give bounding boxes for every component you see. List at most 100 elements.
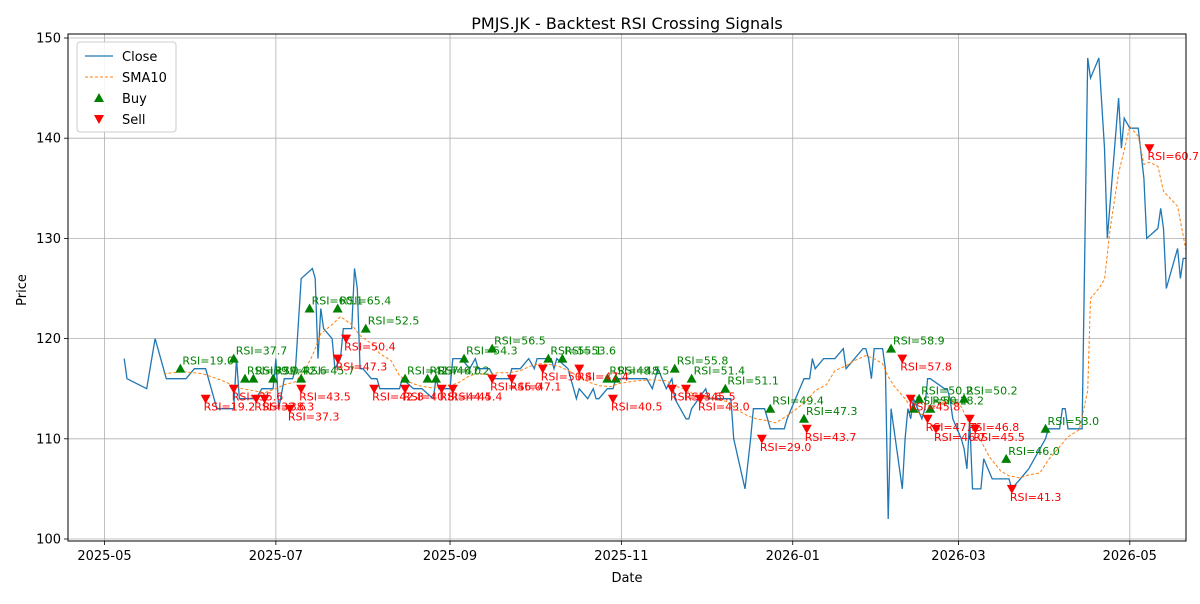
buy-signal-label: RSI=49.4 [772, 395, 824, 408]
buy-signal-label: RSI=58.9 [893, 335, 945, 348]
buy-signal-marker [248, 373, 259, 383]
buy-signal-marker [610, 373, 621, 383]
buy-signal-label: RSI=55.1 [550, 345, 602, 358]
sell-signal-marker [228, 384, 239, 394]
x-tick-label: 2026-03 [931, 549, 985, 564]
y-tick-label: 100 [36, 532, 61, 547]
buy-signal-marker [487, 343, 498, 353]
y-tick-label: 150 [36, 32, 61, 47]
sell-signal-label: RSI=43.5 [299, 391, 351, 404]
buy-signal-marker [175, 363, 186, 373]
x-tick-label: 2026-01 [766, 549, 820, 564]
legend-sell-label: Sell [122, 113, 145, 128]
sell-signal-label: RSI=41.3 [1010, 491, 1062, 504]
buy-signal-label: RSI=19.0 [182, 355, 234, 368]
buy-signal-label: RSI=54.3 [466, 345, 518, 358]
y-axis-label: Price [15, 274, 30, 306]
buy-signal-label: RSI=52.5 [368, 315, 420, 328]
buy-signal-label: RSI=55.8 [677, 355, 729, 368]
buy-signal-marker [914, 393, 925, 403]
buy-signal-label: RSI=47.2 [438, 365, 490, 378]
legend-buy-marker [94, 93, 104, 102]
buy-signal-marker [886, 343, 897, 353]
sell-signal-label: RSI=45.5 [684, 391, 736, 404]
sell-signal-label: RSI=50.4 [541, 371, 593, 384]
buy-signal-marker [1040, 423, 1051, 433]
y-tick-label: 120 [36, 332, 61, 347]
sell-signal-label: RSI=19.2 [204, 401, 256, 414]
sell-signal-label: RSI=60.7 [1147, 150, 1199, 163]
buy-signal-label: RSI=50.2 [966, 385, 1018, 398]
sell-signal-marker [506, 374, 517, 384]
sell-signal-label: RSI=46.0 [490, 381, 542, 394]
buy-signal-label: RSI=51.4 [694, 365, 746, 378]
sell-signal-marker [680, 384, 691, 394]
buy-signal-label: RSI=46.0 [430, 365, 482, 378]
sell-signal-marker [487, 374, 498, 384]
sell-signal-label: RSI=32.6 [254, 401, 306, 414]
y-tick-label: 140 [36, 132, 61, 147]
buy-signal-marker [360, 323, 371, 333]
series-layer [123, 57, 1186, 520]
x-tick-label: 2025-11 [594, 549, 648, 564]
buy-signal-label: RSI=45.7 [303, 365, 355, 378]
sell-signal-label: RSI=50.4 [344, 341, 396, 354]
sell-signal-marker [970, 424, 981, 434]
x-tick-label: 2026-05 [1103, 549, 1157, 564]
buy-signal-marker [669, 363, 680, 373]
sell-signal-label: RSI=45.8 [909, 401, 961, 414]
sell-signal-label: RSI=47.7 [926, 421, 978, 434]
sell-signal-marker [259, 394, 270, 404]
sell-signal-marker [436, 384, 447, 394]
sell-signal-label: RSI=40.8 [403, 391, 455, 404]
sell-signal-label: RSI=43.7 [805, 431, 857, 444]
buy-signal-marker [925, 403, 936, 413]
sell-signal-marker [1144, 144, 1155, 154]
buy-signal-marker [557, 353, 568, 363]
buy-signal-label: RSI=65.4 [340, 295, 392, 308]
buy-signal-marker [720, 383, 731, 393]
legend-sell-marker [94, 115, 104, 124]
sell-signal-marker [251, 394, 262, 404]
plot-frame [67, 33, 1187, 542]
legend-sma10-label: SMA10 [122, 71, 167, 86]
buy-signal-marker [296, 373, 307, 383]
legend-close-label: Close [122, 50, 157, 65]
buy-signal-label: RSI=48.2 [932, 395, 984, 408]
buy-signal-label: RSI=53.0 [1048, 415, 1100, 428]
sell-signal-label: RSI=46.8 [968, 421, 1020, 434]
buy-signal-marker [332, 303, 343, 313]
sell-signal-marker [666, 384, 677, 394]
sell-signal-marker [756, 434, 767, 444]
sell-signal-label: RSI=57.8 [900, 361, 952, 374]
sell-signal-label: RSI=46.7 [934, 431, 986, 444]
sell-signal-label: RSI=29.0 [760, 441, 812, 454]
legend: Close SMA10 Buy Sell [76, 41, 177, 133]
sell-signal-label: RSI=47.4 [577, 371, 629, 384]
y-tick-label: 130 [36, 232, 61, 247]
sell-signal-marker [341, 334, 352, 344]
buy-signal-label: RSI=60.1 [312, 295, 364, 308]
sell-signal-label: RSI=40.5 [611, 401, 663, 414]
close-price-line [123, 57, 1186, 520]
sell-signal-marker [296, 384, 307, 394]
buy-signal-label: RSI=42.6 [275, 365, 327, 378]
sell-signal-label: RSI=37.3 [288, 411, 340, 424]
grid [68, 34, 1186, 541]
sell-signal-marker [447, 384, 458, 394]
sell-signal-marker [284, 404, 295, 414]
buy-signal-marker [268, 373, 279, 383]
x-tick-label: 2025-07 [249, 549, 303, 564]
buy-signal-label: RSI=53.6 [564, 345, 616, 358]
sell-signal-label: RSI=45.5 [973, 431, 1025, 444]
sell-signal-label: RSI=44.4 [440, 391, 492, 404]
buy-signal-marker [798, 413, 809, 423]
buy-signal-label: RSI=48.5 [618, 365, 670, 378]
buy-signal-label: RSI=37.7 [236, 345, 288, 358]
y-tick-label: 110 [36, 432, 61, 447]
buy-signal-label: RSI=39.4 [255, 365, 307, 378]
buy-signal-marker [602, 373, 613, 383]
sell-signal-marker [1006, 484, 1017, 494]
